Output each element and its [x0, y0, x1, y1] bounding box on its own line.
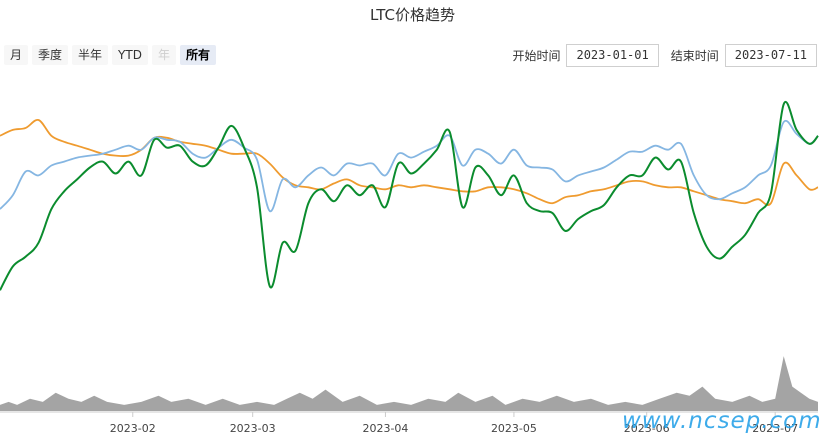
range-button-half-year[interactable]: 半年 [72, 45, 109, 65]
series-line-2 [0, 119, 819, 206]
date-range: 开始时间 2023-01-01 结束时间 2023-07-11 [512, 44, 817, 67]
range-button-all[interactable]: 所有 [179, 45, 216, 65]
x-tick-label-4: 2023-06 [624, 422, 670, 435]
end-date-input[interactable]: 2023-07-11 [724, 44, 817, 67]
x-tick-label-3: 2023-05 [491, 422, 537, 435]
x-tick-label-5: 2023-07 [752, 422, 798, 435]
end-date-label: 结束时间 [670, 49, 719, 63]
range-button-year: 年 [151, 45, 176, 65]
range-selector: 月 季度 半年 YTD 年 所有 [4, 45, 216, 65]
start-date-input[interactable]: 2023-01-01 [566, 44, 659, 67]
chart-title: LTC价格趋势 [369, 6, 456, 24]
range-button-month[interactable]: 月 [4, 45, 29, 65]
series-line-0 [0, 100, 819, 291]
range-button-quarter[interactable]: 季度 [32, 45, 69, 65]
x-tick-label-1: 2023-03 [230, 422, 276, 435]
x-tick-label-0: 2023-02 [110, 422, 156, 435]
range-button-ytd[interactable]: YTD [112, 45, 148, 65]
volume-area [0, 356, 818, 411]
x-tick-label-2: 2023-04 [362, 422, 408, 435]
start-date-label: 开始时间 [512, 49, 561, 63]
series-line-1 [0, 119, 819, 213]
watermark: www.ncsep.com [622, 408, 822, 434]
